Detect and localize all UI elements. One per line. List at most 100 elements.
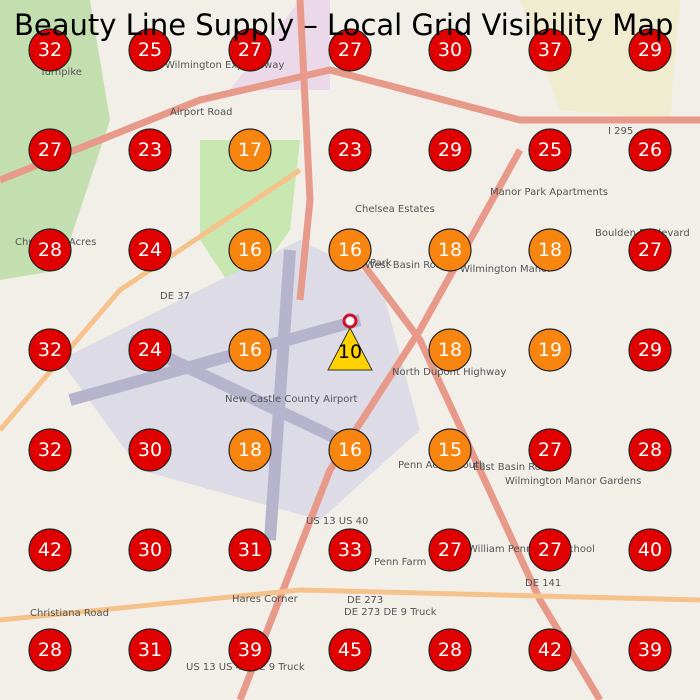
grid-marker	[428, 328, 472, 372]
grid-value: 30	[138, 539, 162, 561]
grid-marker	[228, 328, 272, 372]
grid-value: 28	[438, 639, 462, 661]
map-label: DE 141	[525, 578, 561, 589]
grid-value: 40	[638, 539, 662, 561]
grid-value: 25	[538, 139, 562, 161]
grid-marker	[528, 328, 572, 372]
map-label: Penn Farm	[374, 557, 426, 568]
grid-marker	[428, 128, 472, 172]
map-label: DE 273	[347, 595, 383, 606]
location-pin	[342, 313, 358, 329]
grid-value: 10	[338, 341, 362, 363]
grid-value: 32	[38, 39, 62, 61]
grid-marker	[128, 628, 172, 672]
grid-marker	[28, 628, 72, 672]
grid-marker	[628, 628, 672, 672]
grid-value: 27	[38, 139, 62, 161]
grid-value: 29	[438, 139, 462, 161]
grid-marker	[528, 228, 572, 272]
grid-value: 42	[38, 539, 62, 561]
grid-marker	[328, 628, 372, 672]
grid-marker	[528, 128, 572, 172]
grid-value: 27	[238, 39, 262, 61]
map-label: Park	[370, 258, 392, 269]
map-label: Hares Corner	[232, 594, 299, 605]
grid-marker	[128, 428, 172, 472]
grid-marker	[228, 628, 272, 672]
grid-marker	[428, 528, 472, 572]
grid-value: 27	[338, 39, 362, 61]
grid-marker	[228, 128, 272, 172]
grid-marker	[328, 28, 372, 72]
grid-value: 27	[538, 439, 562, 461]
grid-value: 19	[538, 339, 562, 361]
grid-value: 30	[138, 439, 162, 461]
grid-value: 28	[638, 439, 662, 461]
grid-value: 17	[238, 139, 262, 161]
map-label: Wilmington Expressway	[165, 60, 284, 71]
grid-marker	[528, 428, 572, 472]
grid-marker	[628, 328, 672, 372]
grid-marker	[128, 528, 172, 572]
grid-value: 28	[38, 239, 62, 261]
grid-marker	[628, 228, 672, 272]
grid-value: 16	[238, 239, 262, 261]
grid-marker	[628, 128, 672, 172]
map-label: Christiana Road	[30, 608, 109, 619]
grid-marker	[328, 528, 372, 572]
grid-marker	[428, 28, 472, 72]
grid-value: 18	[438, 239, 462, 261]
grid-value: 25	[138, 39, 162, 61]
grid-marker	[528, 528, 572, 572]
grid-marker	[128, 28, 172, 72]
grid-marker	[328, 228, 372, 272]
map-label: New Castle County Airport	[225, 394, 357, 405]
title: Beauty Line Supply – Local Grid Visibili…	[14, 8, 673, 42]
map-label: Wilmington Manor Gardens	[505, 476, 641, 487]
grid-value: 39	[238, 639, 262, 661]
grid-value: 42	[538, 639, 562, 661]
grid-value: 26	[638, 139, 662, 161]
grid-marker	[428, 228, 472, 272]
map-label: Manor Park Apartments	[490, 187, 608, 198]
grid-marker	[628, 428, 672, 472]
grid-marker	[228, 428, 272, 472]
grid-value: 18	[238, 439, 262, 461]
map-label: West Basin Road	[365, 260, 448, 271]
grid-value: 32	[38, 439, 62, 461]
grid-value: 18	[438, 339, 462, 361]
grid-value: 37	[538, 39, 562, 61]
grid-value: 18	[538, 239, 562, 261]
map-label: Airport Road	[170, 107, 233, 118]
grid-value: 31	[238, 539, 262, 561]
grid-marker	[128, 128, 172, 172]
grid-marker	[28, 528, 72, 572]
grid-value: 29	[638, 339, 662, 361]
grid-marker	[28, 228, 72, 272]
grid-marker	[28, 28, 72, 72]
grid-marker	[28, 328, 72, 372]
grid-value: 33	[338, 539, 362, 561]
grid-value: 28	[38, 639, 62, 661]
grid-value: 24	[138, 339, 162, 361]
grid-marker	[428, 428, 472, 472]
map-label: Wilmington Manor	[460, 264, 552, 275]
grid-marker	[28, 428, 72, 472]
grid-value: 29	[638, 39, 662, 61]
grid-marker	[428, 628, 472, 672]
grid-value: 23	[338, 139, 362, 161]
grid-value: 24	[138, 239, 162, 261]
grid-value: 16	[338, 439, 362, 461]
map-label: Turnpike	[39, 67, 82, 78]
grid-value: 23	[138, 139, 162, 161]
grid-value: 27	[438, 539, 462, 561]
grid-value: 16	[338, 239, 362, 261]
grid-marker	[328, 128, 372, 172]
grid-value: 16	[238, 339, 262, 361]
grid-marker	[228, 528, 272, 572]
grid-marker	[128, 328, 172, 372]
grid-value: 27	[538, 539, 562, 561]
map-label: Chelsea Estates	[355, 204, 435, 215]
